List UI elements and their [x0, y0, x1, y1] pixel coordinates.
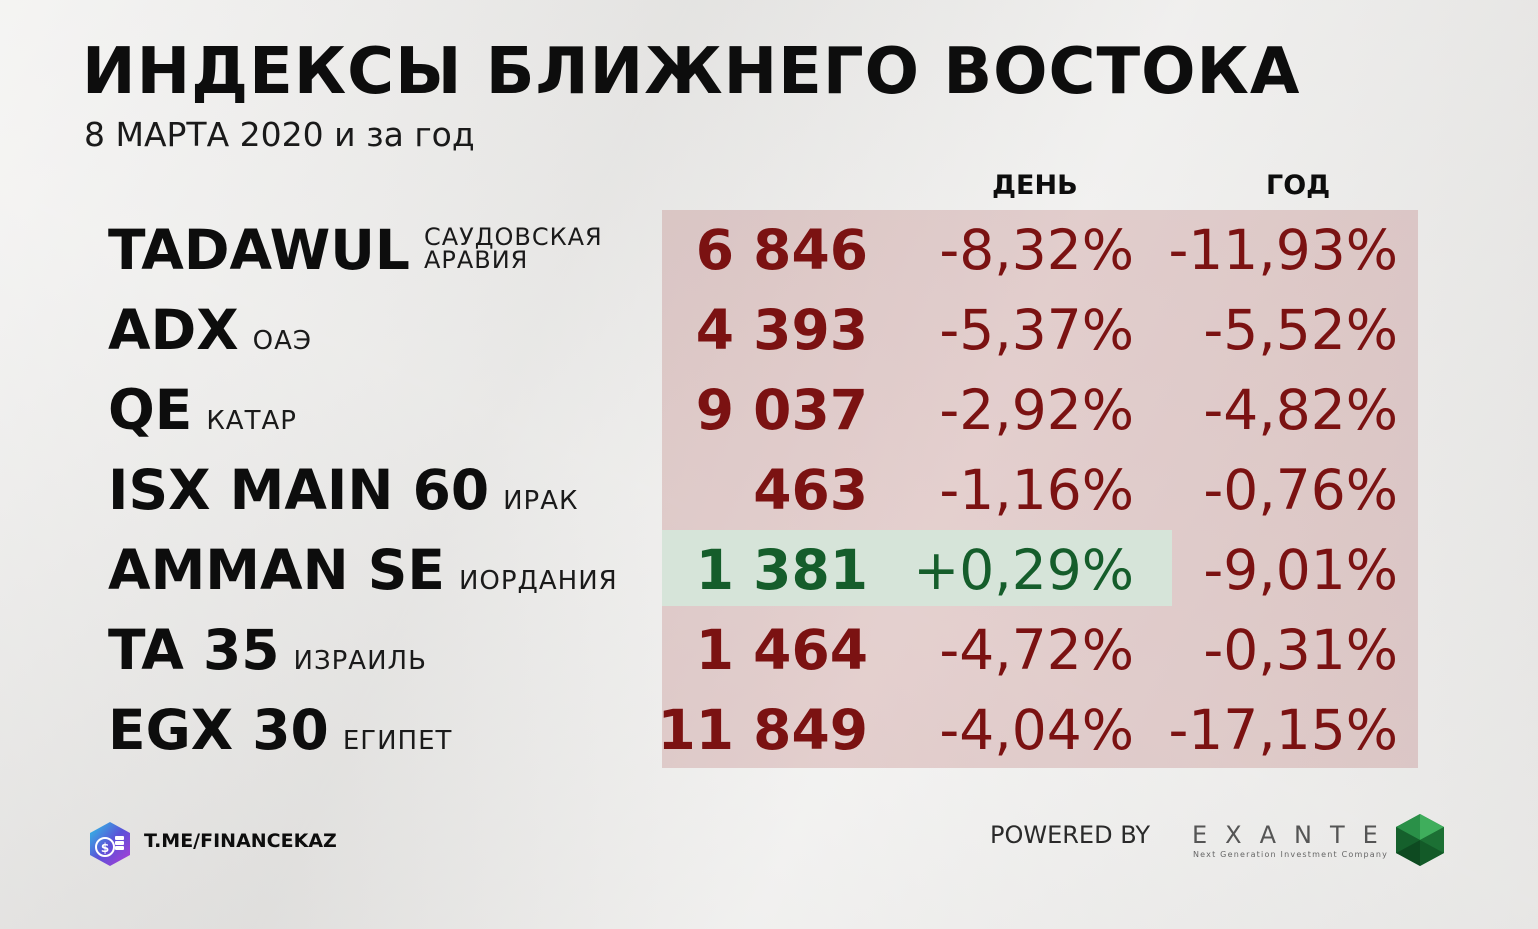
- year-change: -0,76%: [1203, 458, 1398, 522]
- index-value: 11 849: [657, 698, 869, 762]
- brand-name: EXANTE: [1192, 821, 1396, 849]
- day-change: -2,92%: [939, 378, 1134, 442]
- index-value: 4 393: [695, 298, 868, 362]
- coins-hexagon-icon[interactable]: $: [86, 820, 134, 868]
- index-country: ОАЭ: [252, 326, 313, 356]
- day-change: -1,16%: [939, 458, 1134, 522]
- index-value: 463: [753, 458, 868, 522]
- table-row: ISX MAIN 60 ИРАК 463 -1,16% -0,76%: [0, 450, 1538, 530]
- index-country: ИРАК: [503, 486, 579, 516]
- year-change: -5,52%: [1203, 298, 1398, 362]
- year-change: -0,31%: [1203, 618, 1398, 682]
- index-value: 1 464: [695, 618, 868, 682]
- green-polyhedron-icon: [1396, 814, 1444, 866]
- index-country: КАТАР: [206, 406, 297, 436]
- year-change: -9,01%: [1203, 538, 1398, 602]
- year-change: -17,15%: [1168, 698, 1398, 762]
- year-change: -4,82%: [1203, 378, 1398, 442]
- index-country: ИЗРАИЛЬ: [293, 646, 427, 676]
- table-row: TADAWUL САУДОВСКАЯ АРАВИЯ 6 846 -8,32% -…: [0, 210, 1538, 290]
- index-name: ISX MAIN 60: [108, 458, 490, 522]
- day-change: -4,72%: [939, 618, 1134, 682]
- positive-highlight: [662, 530, 1172, 606]
- table-row: EGX 30 ЕГИПЕТ 11 849 -4,04% -17,15%: [0, 690, 1538, 770]
- index-country: ИОРДАНИЯ: [458, 566, 618, 596]
- day-change: +0,29%: [913, 538, 1134, 602]
- brand-tagline: Next Generation Investment Company: [1193, 850, 1389, 859]
- index-value: 9 037: [695, 378, 868, 442]
- index-name: TADAWUL: [108, 218, 410, 282]
- index-value: 1 381: [695, 538, 868, 602]
- index-name: ADX: [108, 298, 239, 362]
- table-row: TA 35 ИЗРАИЛЬ 1 464 -4,72% -0,31%: [0, 610, 1538, 690]
- index-name: EGX 30: [108, 698, 329, 762]
- index-country: ЕГИПЕТ: [342, 726, 453, 756]
- powered-by-label: POWERED BY: [990, 821, 1151, 849]
- table-row: QE КАТАР 9 037 -2,92% -4,82%: [0, 370, 1538, 450]
- svg-text:$: $: [101, 841, 109, 855]
- page-subtitle: 8 МАРТА 2020 и за год: [84, 115, 475, 154]
- index-value: 6 846: [695, 218, 868, 282]
- page-title: ИНДЕКСЫ БЛИЖНЕГО ВОСТОКА: [82, 35, 1301, 109]
- index-name: AMMAN SE: [108, 538, 445, 602]
- channel-link[interactable]: T.ME/FINANCEKAZ: [144, 830, 337, 852]
- index-name: TA 35: [108, 618, 280, 682]
- table-row: ADX ОАЭ 4 393 -5,37% -5,52%: [0, 290, 1538, 370]
- year-change: -11,93%: [1168, 218, 1398, 282]
- column-header-year: ГОД: [1266, 170, 1331, 201]
- index-name: QE: [108, 378, 193, 442]
- column-header-day: ДЕНЬ: [992, 170, 1078, 201]
- table-row: AMMAN SE ИОРДАНИЯ 1 381 +0,29% -9,01%: [0, 530, 1538, 610]
- day-change: -4,04%: [939, 698, 1134, 762]
- day-change: -8,32%: [939, 218, 1134, 282]
- index-country: САУДОВСКАЯ АРАВИЯ: [423, 223, 603, 274]
- table-background: [662, 210, 1418, 768]
- day-change: -5,37%: [939, 298, 1134, 362]
